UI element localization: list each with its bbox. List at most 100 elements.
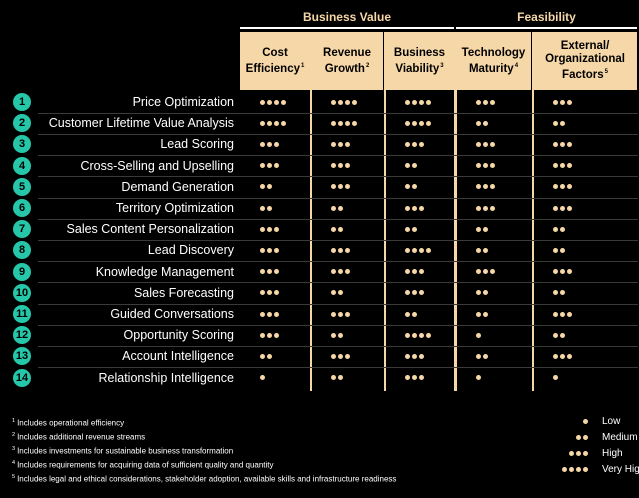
column-header-0: Cost Efficiency1 <box>240 32 310 90</box>
rating-dot <box>483 226 488 232</box>
rating-dot <box>338 375 343 381</box>
rating-dot <box>490 184 495 190</box>
rating-dots <box>240 156 310 176</box>
rating-dot <box>260 141 265 147</box>
footnote-mark: 5 <box>12 474 16 480</box>
rating-dot <box>260 269 265 275</box>
rating-dots <box>456 177 531 197</box>
rating-dots <box>240 304 310 324</box>
rating-dot <box>405 141 410 147</box>
group-rule-0 <box>240 27 454 29</box>
footnote-mark: 3 <box>440 62 444 69</box>
rating-dot <box>567 311 572 317</box>
rating-dot <box>560 141 565 147</box>
rating-dots <box>311 346 383 366</box>
row-number-badge: 8 <box>13 241 31 260</box>
footnote: 1 Includes operational efficiency <box>12 414 396 428</box>
rating-dot <box>274 141 279 147</box>
rating-dot <box>405 226 410 232</box>
rating-dots <box>311 283 383 303</box>
rating-dot <box>274 332 279 338</box>
rating-dot <box>274 163 279 169</box>
rating-dot <box>331 332 336 338</box>
rating-dot <box>260 311 265 317</box>
rating-dot <box>405 205 410 211</box>
rating-dots <box>533 262 637 282</box>
rating-dot <box>560 120 565 126</box>
rating-dots <box>311 368 383 388</box>
rating-dots <box>533 198 637 218</box>
rating-dots <box>533 304 637 324</box>
rating-dot <box>338 226 343 232</box>
rating-dots <box>240 283 310 303</box>
row-label: Cross-Selling and Upselling <box>80 158 234 173</box>
rating-dot <box>560 184 565 190</box>
rating-dots <box>311 262 383 282</box>
rating-dots <box>533 346 637 366</box>
rating-dot <box>426 99 431 105</box>
rating-dots <box>311 92 383 112</box>
rating-dot <box>419 205 424 211</box>
legend-dot <box>576 434 581 440</box>
rating-dot <box>274 247 279 253</box>
rating-dot <box>412 311 417 317</box>
rating-dot <box>476 99 481 105</box>
column-header-label: Cost Efficiency1 <box>245 46 305 75</box>
footnote-mark: 2 <box>365 62 370 69</box>
column-header-label: Business Viability3 <box>393 46 446 75</box>
rating-dot <box>331 247 336 253</box>
rating-dots <box>533 240 637 260</box>
footnote-text: Includes legal and ethical consideration… <box>17 474 397 484</box>
legend-dots <box>540 434 590 440</box>
row-label: Territory Optimization <box>115 201 234 215</box>
legend-label: High <box>602 447 623 459</box>
rating-dot <box>352 120 357 126</box>
legend-label: Very High <box>602 463 639 475</box>
column-separator-2 <box>383 32 386 391</box>
rating-dots <box>456 113 531 133</box>
row-label: Account Intelligence <box>122 349 234 364</box>
rating-dots <box>311 325 383 345</box>
rating-dot <box>267 184 272 190</box>
rating-dots <box>385 177 454 197</box>
rating-dot <box>483 290 488 296</box>
rating-dots <box>240 219 310 239</box>
rating-dots <box>385 92 454 112</box>
legend-dots <box>540 450 590 456</box>
rating-dot <box>260 375 265 381</box>
rating-dot <box>412 332 417 338</box>
row-label: Customer Lifetime Value Analysis <box>48 116 234 131</box>
row-divider <box>38 197 638 199</box>
rating-dot <box>405 247 410 253</box>
footnote-mark: 1 <box>300 62 305 69</box>
rating-dot <box>345 163 350 169</box>
rating-dots <box>311 219 383 239</box>
rating-dot <box>412 120 417 126</box>
row-label: Sales Forecasting <box>133 285 234 300</box>
rating-dot <box>490 141 495 147</box>
rating-dot <box>483 184 488 190</box>
rating-dot <box>267 120 272 126</box>
rating-dot <box>476 353 481 359</box>
rating-dots <box>385 240 454 260</box>
rating-dot <box>490 163 495 169</box>
row-label: Sales Content Personalization <box>66 222 234 237</box>
rating-dot <box>267 353 272 359</box>
rating-dot <box>412 184 417 190</box>
rating-dot <box>419 120 424 126</box>
row-divider <box>38 282 638 284</box>
rating-dot <box>412 353 417 359</box>
row-number-badge: 9 <box>13 262 31 281</box>
rating-dot <box>419 353 424 359</box>
rating-dot <box>345 184 350 190</box>
rating-dot <box>274 99 279 105</box>
rating-dots <box>456 304 531 324</box>
rating-dot <box>560 290 565 296</box>
footnote-mark: 1 <box>12 418 16 424</box>
rating-dots <box>311 304 383 324</box>
rating-dot <box>553 247 558 253</box>
rating-dot <box>490 205 495 211</box>
rating-dots <box>456 156 531 176</box>
row-number-badge: 2 <box>13 114 31 133</box>
rating-dot <box>338 353 343 359</box>
